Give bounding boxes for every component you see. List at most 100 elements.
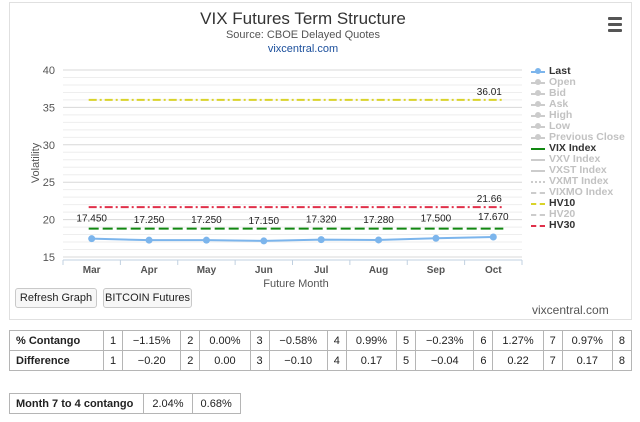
month-index-cell: 5 bbox=[396, 330, 417, 351]
ref-value-label: 21.66 bbox=[477, 194, 502, 205]
value-cell: 0.00% bbox=[199, 330, 251, 351]
y-tick-label: 35 bbox=[43, 102, 55, 114]
x-tick-label: Apr bbox=[140, 265, 157, 276]
value-cell: 1.27% bbox=[492, 330, 544, 351]
value-cell: −0.23% bbox=[415, 330, 475, 351]
value-cell: 0.00 bbox=[199, 350, 251, 371]
legend-item-last[interactable]: Last bbox=[531, 66, 625, 77]
legend-label: High bbox=[549, 109, 573, 121]
legend-item-open[interactable]: Open bbox=[531, 77, 625, 88]
month-index-cell: 3 bbox=[249, 330, 270, 351]
chart-legend: Last Open Bid Ask High Low Previous Close VIX I… bbox=[531, 66, 625, 231]
legend-label: HV10 bbox=[549, 197, 576, 209]
legend-symbol-icon bbox=[531, 66, 545, 77]
data-point bbox=[317, 236, 325, 244]
y-tick-label: 40 bbox=[43, 65, 55, 77]
legend-label: Bid bbox=[549, 87, 566, 99]
value-cell: −0.58% bbox=[268, 330, 328, 351]
legend-symbol-icon bbox=[531, 77, 545, 88]
legend-symbol-icon bbox=[531, 176, 545, 187]
x-tick-label: May bbox=[197, 265, 217, 276]
data-label: 17.250 bbox=[191, 215, 222, 226]
value-cell: 0.17 bbox=[561, 350, 613, 371]
legend-item-hv30[interactable]: HV30 bbox=[531, 220, 625, 231]
legend-item-bid[interactable]: Bid bbox=[531, 88, 625, 99]
month-index-cell: 6 bbox=[473, 330, 494, 351]
data-point bbox=[202, 236, 210, 244]
series-line-last bbox=[91, 236, 494, 242]
legend-symbol-icon bbox=[531, 198, 545, 209]
legend-label: HV20 bbox=[549, 208, 576, 220]
legend-item-hv20[interactable]: HV20 bbox=[531, 209, 625, 220]
chart-subtitle: Source: CBOE Delayed Quotes bbox=[225, 29, 381, 41]
legend-label: Open bbox=[549, 76, 576, 88]
month-index-cell: 6 bbox=[473, 350, 494, 371]
legend-item-vix-index[interactable]: VIX Index bbox=[531, 143, 625, 154]
value-cell: 0.68% bbox=[191, 393, 241, 414]
value-cell: 0.17 bbox=[345, 350, 398, 371]
data-point bbox=[145, 236, 153, 244]
month-index-cell: 8 bbox=[611, 350, 633, 371]
x-tick-label: Oct bbox=[485, 265, 502, 276]
data-label: 17.150 bbox=[249, 216, 280, 227]
legend-label: Previous Close bbox=[549, 131, 625, 143]
legend-item-vxv-index[interactable]: VXV Index bbox=[531, 154, 625, 165]
data-point bbox=[260, 237, 268, 245]
month-index-cell: 8 bbox=[611, 330, 633, 351]
legend-item-ask[interactable]: Ask bbox=[531, 99, 625, 110]
legend-item-vixmo-index[interactable]: VIXMO Index bbox=[531, 187, 625, 198]
row-label: Difference bbox=[8, 350, 105, 371]
x-tick-label: Mar bbox=[83, 265, 101, 276]
legend-label: HV30 bbox=[549, 219, 576, 231]
value-cell: 2.04% bbox=[143, 393, 193, 414]
value-cell: 0.22 bbox=[492, 350, 544, 371]
x-tick-label: Jul bbox=[314, 265, 329, 276]
legend-item-high[interactable]: High bbox=[531, 110, 625, 121]
legend-symbol-icon bbox=[531, 121, 545, 132]
legend-symbol-icon bbox=[531, 132, 545, 143]
legend-item-vxmt-index[interactable]: VXMT Index bbox=[531, 176, 625, 187]
y-tick-label: 20 bbox=[43, 215, 55, 227]
bitcoin-futures-button[interactable]: BITCOIN Futures bbox=[103, 288, 192, 308]
legend-label: VXV Index bbox=[549, 153, 601, 165]
month-index-cell: 2 bbox=[180, 330, 201, 351]
refresh-graph-button[interactable]: Refresh Graph bbox=[15, 288, 97, 308]
value-cell: 0.97% bbox=[561, 330, 613, 351]
value-cell: −0.10 bbox=[268, 350, 328, 371]
data-label: 17.280 bbox=[363, 215, 394, 226]
month-index-cell: 7 bbox=[542, 330, 563, 351]
legend-symbol-icon bbox=[531, 154, 545, 165]
data-label: 17.250 bbox=[134, 215, 165, 226]
hamburger-menu-icon[interactable] bbox=[604, 14, 626, 36]
legend-item-low[interactable]: Low bbox=[531, 121, 625, 132]
x-axis-label: Future Month bbox=[263, 278, 328, 290]
y-tick-label: 15 bbox=[43, 252, 55, 264]
legend-label: VIXMO Index bbox=[549, 186, 614, 198]
data-label: 17.500 bbox=[421, 213, 452, 224]
y-axis-label: Volatility bbox=[30, 142, 42, 183]
month-contango-row: Month 7 to 4 contango 2.04% 0.68% bbox=[8, 393, 241, 414]
legend-symbol-icon bbox=[531, 220, 545, 231]
legend-label: VIX Index bbox=[549, 142, 597, 154]
y-tick-label: 25 bbox=[43, 177, 55, 189]
data-label: 17.670 bbox=[478, 212, 509, 223]
value-cell: 0.99% bbox=[345, 330, 398, 351]
row-label: Month 7 to 4 contango bbox=[8, 393, 145, 414]
month-index-cell: 4 bbox=[326, 350, 347, 371]
month-index-cell: 7 bbox=[542, 350, 563, 371]
month-contango-table: Month 7 to 4 contango 2.04% 0.68% bbox=[8, 393, 241, 414]
legend-item-hv10[interactable]: HV10 bbox=[531, 198, 625, 209]
month-index-cell: 1 bbox=[103, 330, 124, 351]
credit-link[interactable]: vixcentral.com bbox=[532, 303, 609, 317]
legend-label: Ask bbox=[549, 98, 569, 110]
legend-item-vxst-index[interactable]: VXST Index bbox=[531, 165, 625, 176]
legend-item-previous-close[interactable]: Previous Close bbox=[531, 132, 625, 143]
x-tick-label: Aug bbox=[369, 265, 388, 276]
data-point bbox=[88, 235, 96, 243]
data-point bbox=[432, 234, 440, 242]
data-label: 17.450 bbox=[76, 214, 107, 225]
month-index-cell: 2 bbox=[180, 350, 201, 371]
row-label: % Contango bbox=[8, 330, 105, 351]
contango-table: % Contango 1 −1.15% 2 0.00% 3 −0.58% 4 0.99% 5 −0… bbox=[8, 330, 633, 371]
source-link[interactable]: vixcentral.com bbox=[267, 43, 339, 55]
